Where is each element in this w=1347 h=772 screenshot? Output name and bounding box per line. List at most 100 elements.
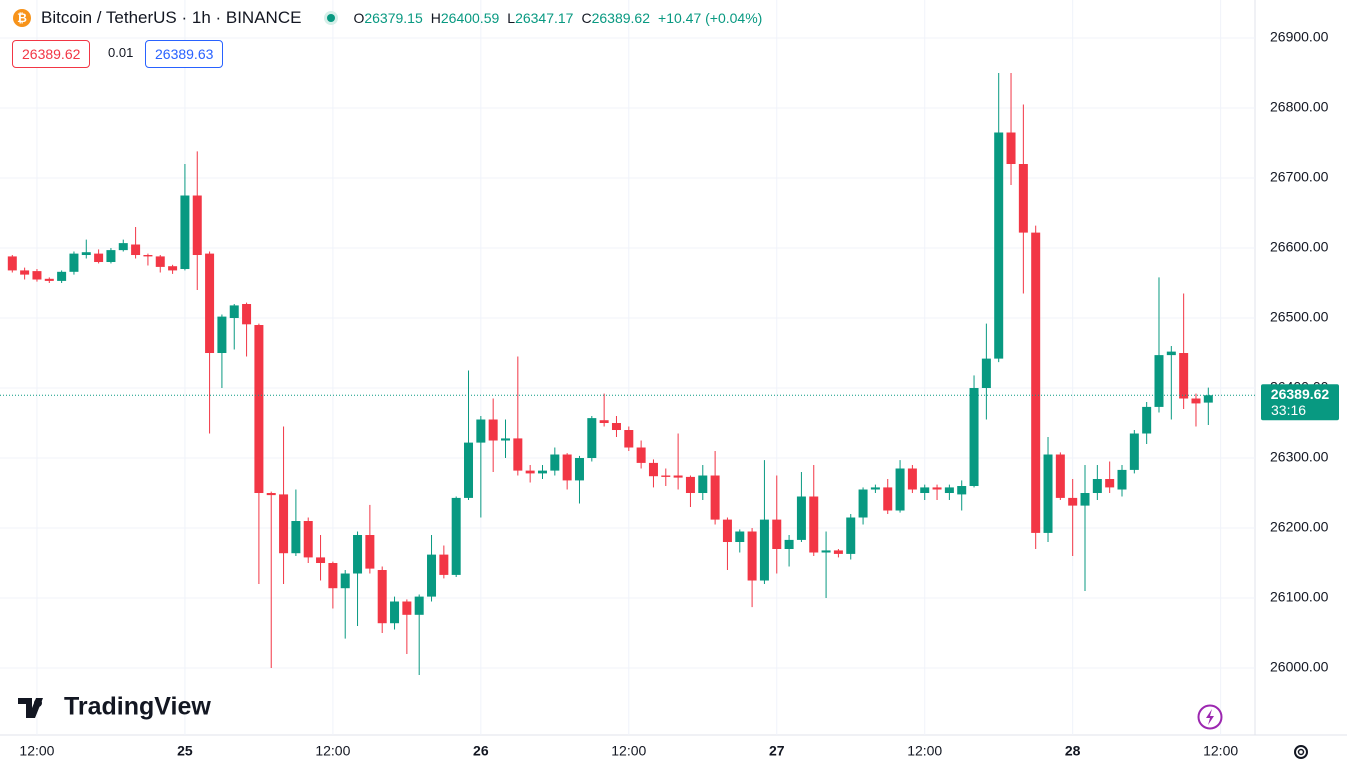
btc-icon: ₿ xyxy=(13,9,31,27)
candle-body xyxy=(464,442,474,498)
candle-body xyxy=(1006,132,1016,165)
candle-body xyxy=(895,468,905,511)
candle-body xyxy=(57,271,67,281)
candle-body xyxy=(69,253,79,272)
candle-body xyxy=(1203,395,1213,403)
candle-body xyxy=(1068,497,1078,506)
candle-body xyxy=(537,470,547,474)
candle-body xyxy=(981,358,991,389)
candle-body xyxy=(1154,355,1164,407)
candle-body xyxy=(587,418,597,459)
candle-body xyxy=(624,430,634,448)
candle-body xyxy=(353,535,363,574)
candle-body xyxy=(316,557,326,564)
ohlc-label: C xyxy=(581,10,592,26)
x-tick-label: 12:00 xyxy=(19,743,54,759)
candle-body xyxy=(611,423,621,431)
candle-body xyxy=(1191,398,1201,404)
candle-body xyxy=(488,419,498,441)
x-tick-label: 27 xyxy=(769,743,785,759)
candle-body xyxy=(525,470,535,474)
buy-button[interactable]: 26389.63 xyxy=(145,40,224,68)
gear-center xyxy=(1297,748,1305,756)
y-tick-label: 26300.00 xyxy=(1270,449,1329,465)
candle-body xyxy=(365,535,375,569)
candle-body xyxy=(685,476,695,494)
candle-body xyxy=(414,596,424,615)
candle-body xyxy=(131,244,141,256)
candle-body xyxy=(513,438,523,471)
candle-body xyxy=(390,601,400,624)
change: +10.47 (+0.04%) xyxy=(658,10,763,26)
candle-body xyxy=(661,475,671,477)
settings-button[interactable] xyxy=(1294,745,1308,759)
x-tick-label: 28 xyxy=(1065,743,1081,759)
snap-circle xyxy=(1197,704,1223,730)
candle-body xyxy=(1055,454,1065,498)
snap-button[interactable] xyxy=(1197,704,1223,730)
candle-body xyxy=(550,454,560,471)
candle-body xyxy=(599,420,609,424)
logo-dot xyxy=(34,699,42,707)
candle-body xyxy=(994,132,1004,359)
ohlc-label: H xyxy=(430,10,441,26)
header: ₿ Bitcoin / TetherUS · 1h · BINANCE O263… xyxy=(0,0,762,36)
candle-body xyxy=(722,519,732,543)
last-price-label: 26389.62 xyxy=(1271,386,1330,402)
ohlc-item: H26400.59 xyxy=(431,10,500,26)
symbol[interactable]: Bitcoin / TetherUS · 1h · BINANCE xyxy=(41,8,302,27)
candle-body xyxy=(1043,454,1053,533)
ohlc-item: C26389.62 xyxy=(581,10,650,26)
candle-body xyxy=(870,487,880,490)
candle-body xyxy=(266,493,276,496)
candle-body xyxy=(772,519,782,550)
candle-body xyxy=(217,316,227,354)
snap-icon xyxy=(1206,709,1214,725)
candle-body xyxy=(20,270,30,275)
candle-body xyxy=(32,271,42,280)
candle-body xyxy=(1018,164,1028,233)
candle-body xyxy=(328,563,338,589)
candle-body xyxy=(1129,433,1139,470)
ohlc-label: O xyxy=(353,10,365,26)
logo-text: TradingView xyxy=(64,693,211,721)
candle-body xyxy=(340,573,350,589)
candle-body xyxy=(427,554,437,597)
ohlc-value: 26400.59 xyxy=(440,10,500,26)
candle-body xyxy=(476,419,486,443)
sell-button[interactable]: 26389.62 xyxy=(12,40,91,68)
candle-body xyxy=(501,438,510,441)
y-tick-label: 26600.00 xyxy=(1270,239,1329,255)
candle-body xyxy=(1117,469,1127,490)
candle-body xyxy=(833,550,843,554)
candle-body xyxy=(242,304,252,325)
y-tick-label: 26000.00 xyxy=(1270,659,1329,675)
candle-body xyxy=(920,487,930,494)
candle-body xyxy=(106,250,116,263)
candle-body xyxy=(957,486,967,495)
candle-body xyxy=(735,531,745,543)
candle-body xyxy=(1166,351,1176,356)
candle-body xyxy=(648,462,658,477)
candle-body xyxy=(932,487,942,490)
candle-body xyxy=(809,496,819,553)
candle-body xyxy=(205,253,215,354)
x-tick-label: 12:00 xyxy=(907,743,942,759)
candle-body xyxy=(192,195,202,256)
candle-body xyxy=(710,475,720,520)
candle-body xyxy=(698,475,708,494)
countdown: 33:16 xyxy=(1271,402,1306,418)
candle-body xyxy=(439,554,449,575)
candle-body xyxy=(451,497,461,575)
candle-body xyxy=(118,243,128,251)
logo: TradingView xyxy=(18,693,211,721)
candle-body xyxy=(291,521,301,554)
candle-body xyxy=(1105,479,1115,488)
candle-body xyxy=(944,487,954,494)
candle-body xyxy=(846,517,856,554)
candle-body xyxy=(907,468,917,490)
y-tick-label: 26500.00 xyxy=(1270,309,1329,325)
candle-body xyxy=(279,494,289,554)
